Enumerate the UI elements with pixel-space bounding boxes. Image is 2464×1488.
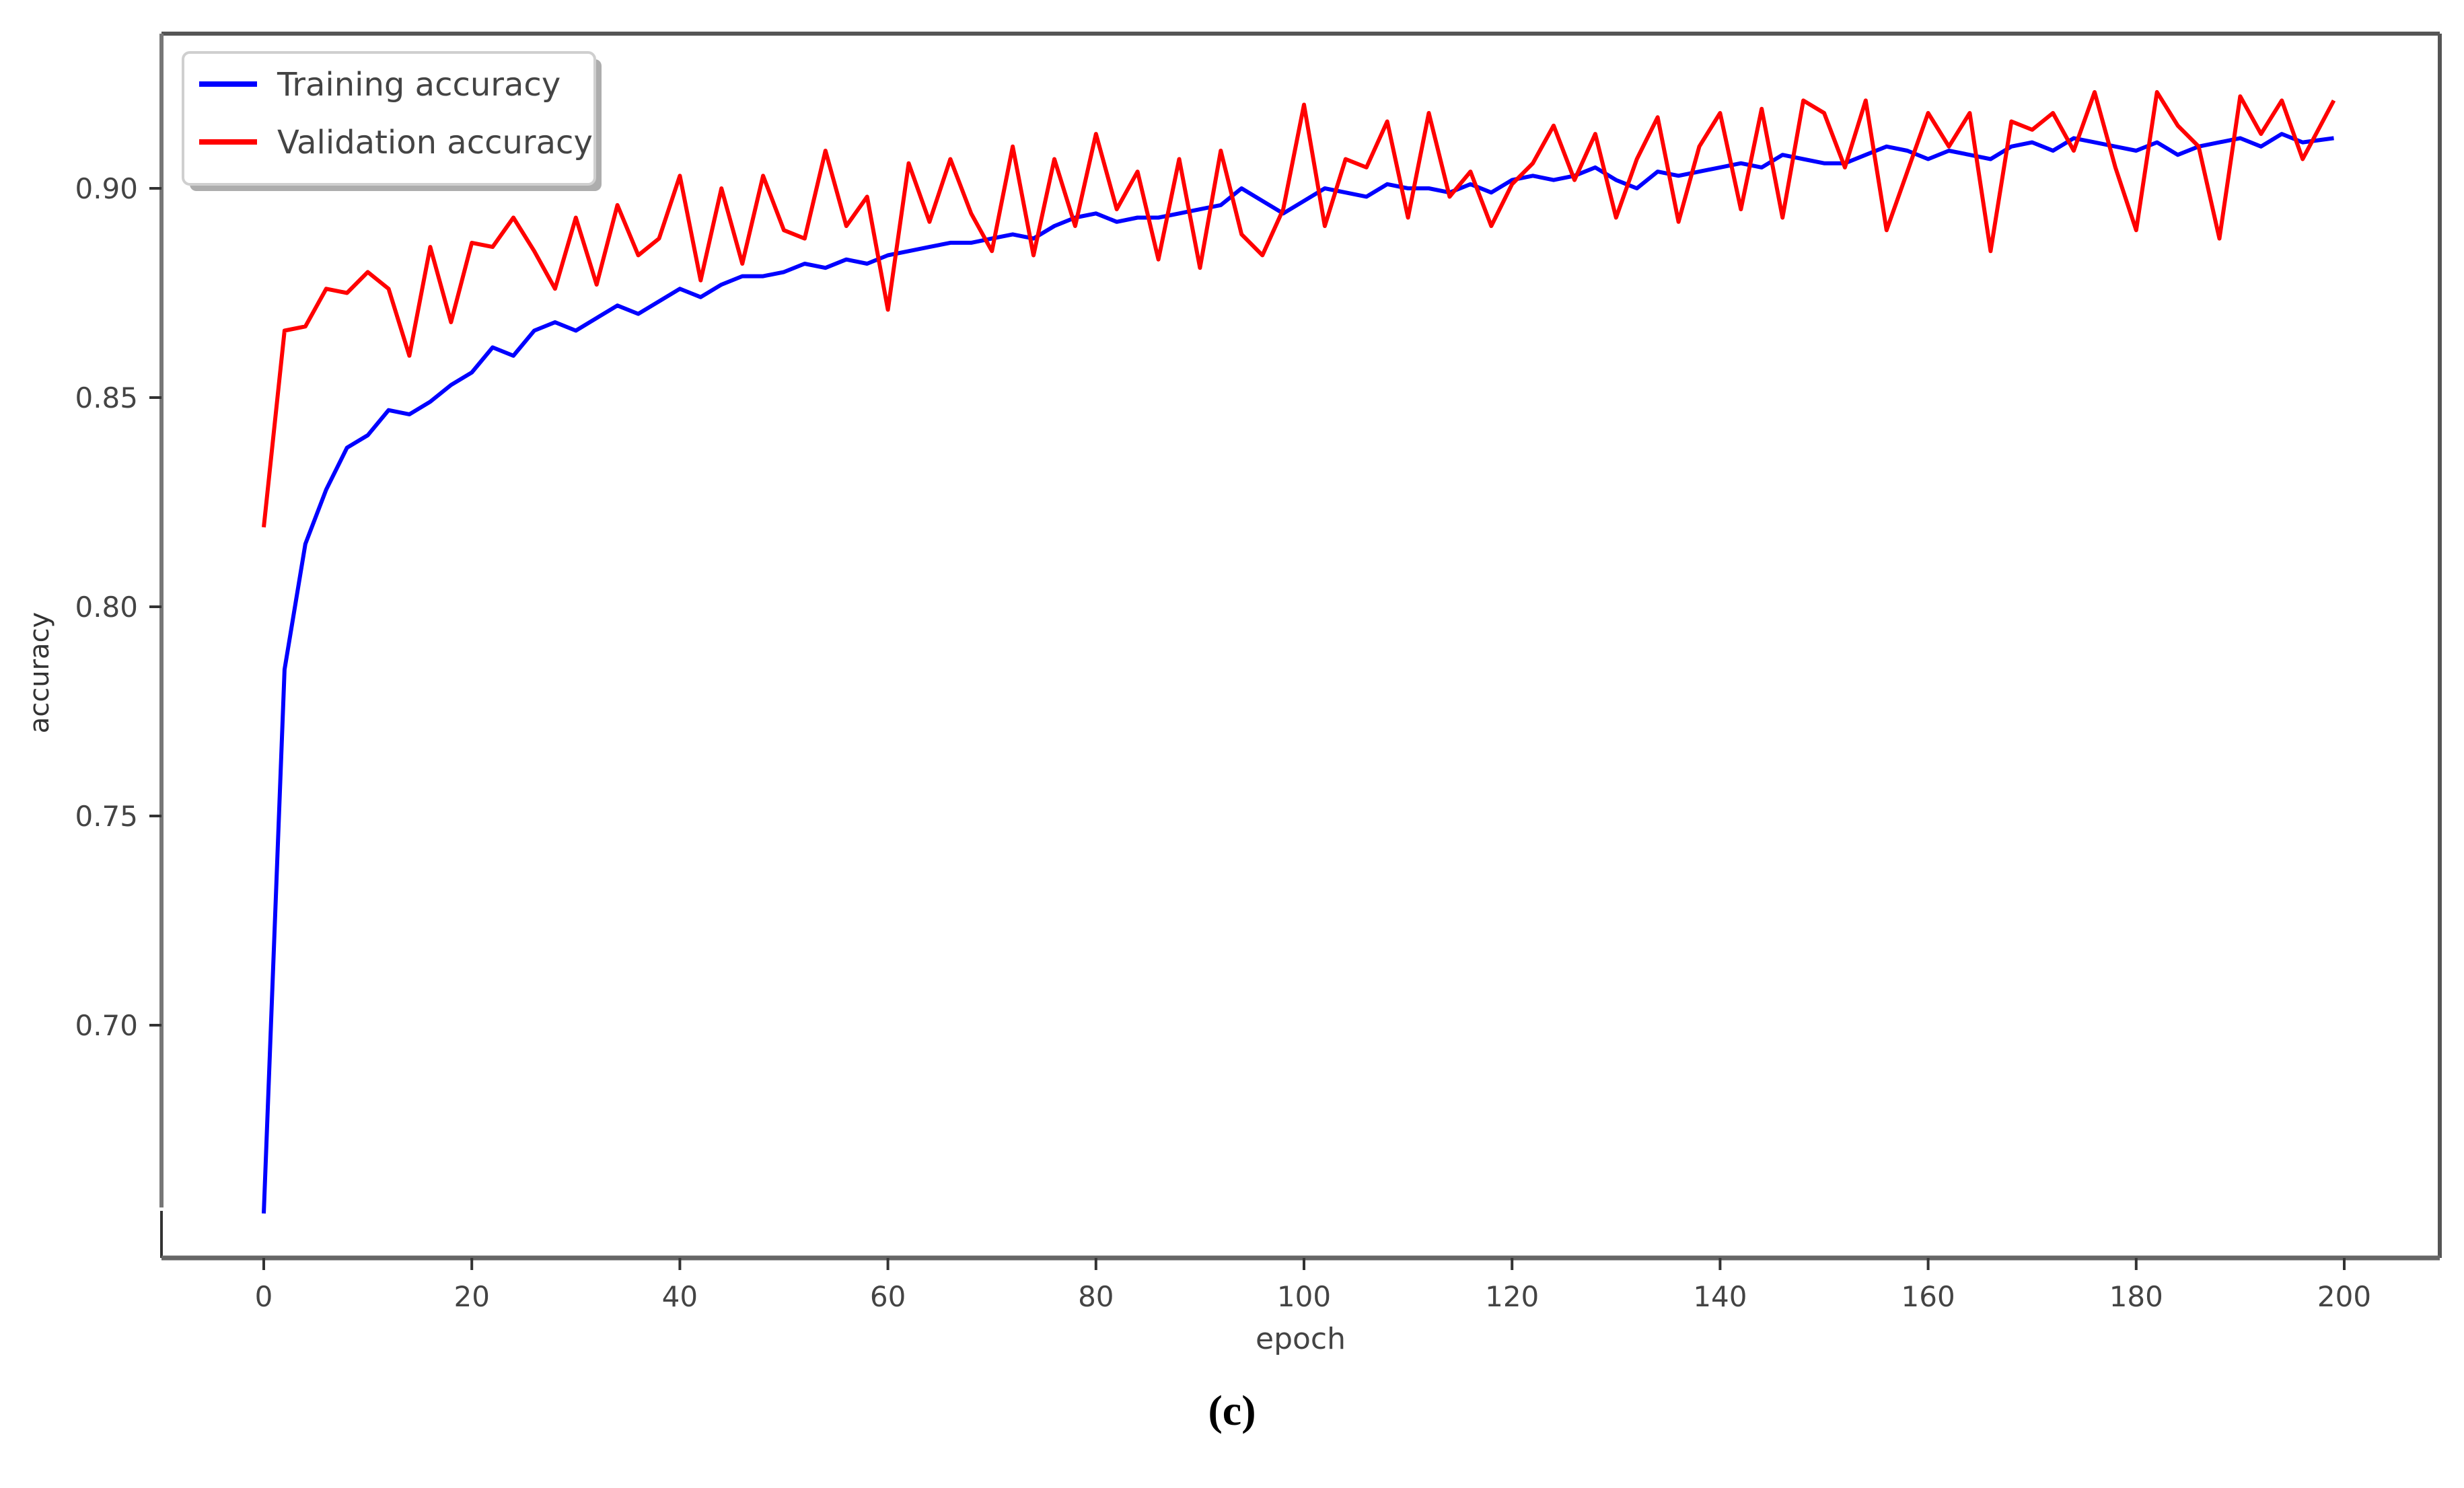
x-tick-label: 100 (1277, 1280, 1331, 1313)
x-tick-label: 60 (870, 1280, 906, 1313)
legend-validation-label: Validation accuracy (277, 124, 593, 161)
x-tick-label: 40 (662, 1280, 698, 1313)
legend-training-label: Training accuracy (277, 66, 560, 104)
x-tick-label: 80 (1078, 1280, 1114, 1313)
y-tick-label: 0.90 (75, 172, 138, 205)
x-axis-label: epoch (1256, 1322, 1346, 1356)
y-tick-label: 0.75 (75, 800, 138, 833)
y-tick-label: 0.80 (75, 591, 138, 624)
x-tick-label: 120 (1485, 1280, 1539, 1313)
x-tick-label: 180 (2109, 1280, 2163, 1313)
x-tick-label: 140 (1693, 1280, 1747, 1313)
x-axis-ticks: 0 20 40 60 80 100 120 140 160 180 200 (255, 1258, 2371, 1313)
validation-accuracy-line (262, 89, 2336, 528)
x-tick-label: 160 (1901, 1280, 1955, 1313)
x-tick-label: 0 (255, 1280, 273, 1313)
legend: Training accuracy Validation accuracy (182, 51, 602, 191)
y-axis-ticks: 0.70 0.75 0.80 0.85 0.90 (75, 172, 161, 1042)
x-tick-label: 200 (2317, 1280, 2371, 1313)
y-tick-label: 0.85 (75, 381, 138, 414)
axes-frame (159, 32, 2442, 1261)
x-tick-label: 20 (454, 1280, 489, 1313)
y-tick-label: 0.70 (75, 1009, 138, 1042)
training-accuracy-line (262, 132, 2334, 1214)
y-axis-label: accuracy (24, 612, 55, 733)
figure-caption: (c) (1208, 1386, 1256, 1434)
plot-series (262, 89, 2336, 1214)
